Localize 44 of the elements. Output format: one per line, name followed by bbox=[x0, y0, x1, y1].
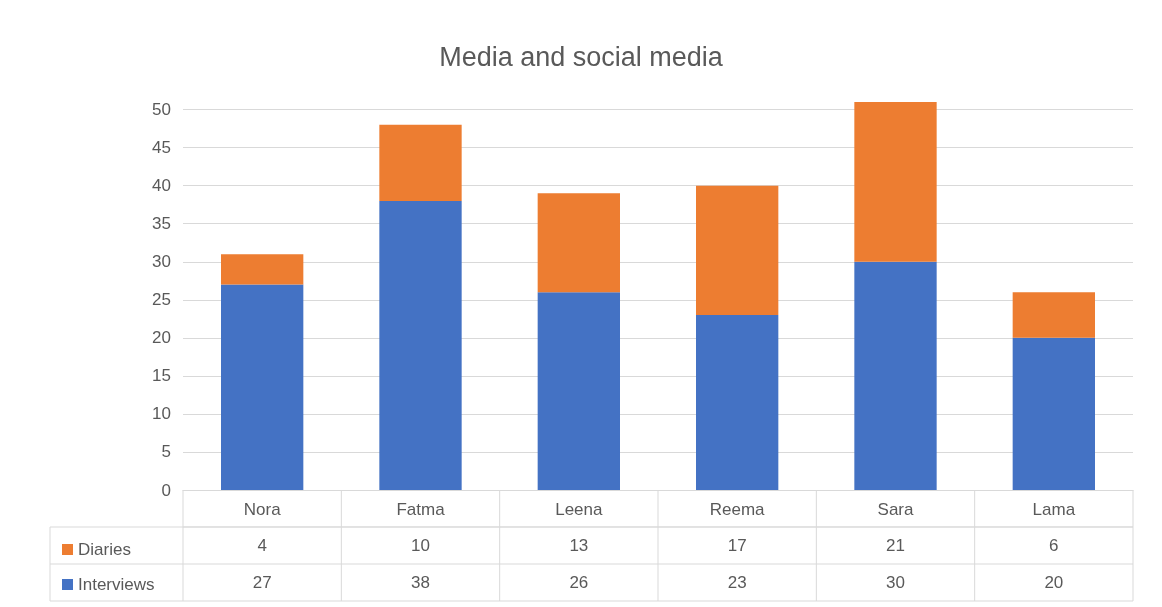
x-tick-label: Nora bbox=[243, 500, 282, 519]
y-tick-label: 20 bbox=[152, 328, 171, 348]
y-tick-label: 25 bbox=[152, 290, 171, 310]
bar bbox=[1012, 292, 1095, 338]
data-label: 38 bbox=[411, 573, 430, 592]
chart-title: Media and social media bbox=[439, 41, 724, 72]
y-tick-label: 0 bbox=[161, 480, 171, 500]
x-tick-label: Fatma bbox=[396, 500, 446, 519]
data-label: 6 bbox=[1049, 536, 1059, 555]
y-tick-label: 30 bbox=[152, 252, 171, 272]
bar bbox=[379, 124, 462, 201]
x-tick-label: Lama bbox=[1032, 500, 1076, 519]
data-label: 27 bbox=[252, 573, 272, 592]
y-tick-label: 45 bbox=[152, 138, 171, 158]
data-label: 21 bbox=[886, 536, 905, 555]
y-tick-label: 10 bbox=[152, 404, 171, 424]
bar bbox=[696, 185, 779, 316]
data-label: 10 bbox=[411, 536, 430, 555]
bar bbox=[221, 254, 304, 285]
bar bbox=[854, 102, 937, 262]
data-label: 20 bbox=[1044, 573, 1064, 592]
bar bbox=[854, 261, 937, 490]
y-tick-label: 5 bbox=[161, 442, 171, 462]
legend-label: Interviews bbox=[78, 575, 155, 594]
y-tick-label: 15 bbox=[152, 366, 171, 386]
bar bbox=[379, 200, 462, 490]
x-tick-label: Reema bbox=[709, 500, 766, 519]
y-tick-label: 50 bbox=[152, 100, 171, 120]
x-tick-label: Sara bbox=[877, 500, 914, 519]
data-label: 17 bbox=[727, 536, 747, 555]
bar bbox=[537, 193, 620, 293]
data-label: 30 bbox=[886, 573, 905, 592]
x-tick-label: Leena bbox=[555, 500, 604, 519]
bar bbox=[537, 292, 620, 490]
data-label: 13 bbox=[569, 536, 589, 555]
y-tick-label: 40 bbox=[152, 176, 171, 196]
bar bbox=[221, 284, 304, 490]
data-label: 26 bbox=[569, 573, 589, 592]
y-tick-label: 35 bbox=[152, 214, 171, 234]
bar bbox=[696, 315, 779, 490]
data-label: 23 bbox=[727, 573, 747, 592]
data-label: 4 bbox=[257, 536, 267, 555]
bar bbox=[1012, 337, 1095, 490]
legend-label: Diaries bbox=[78, 540, 131, 559]
